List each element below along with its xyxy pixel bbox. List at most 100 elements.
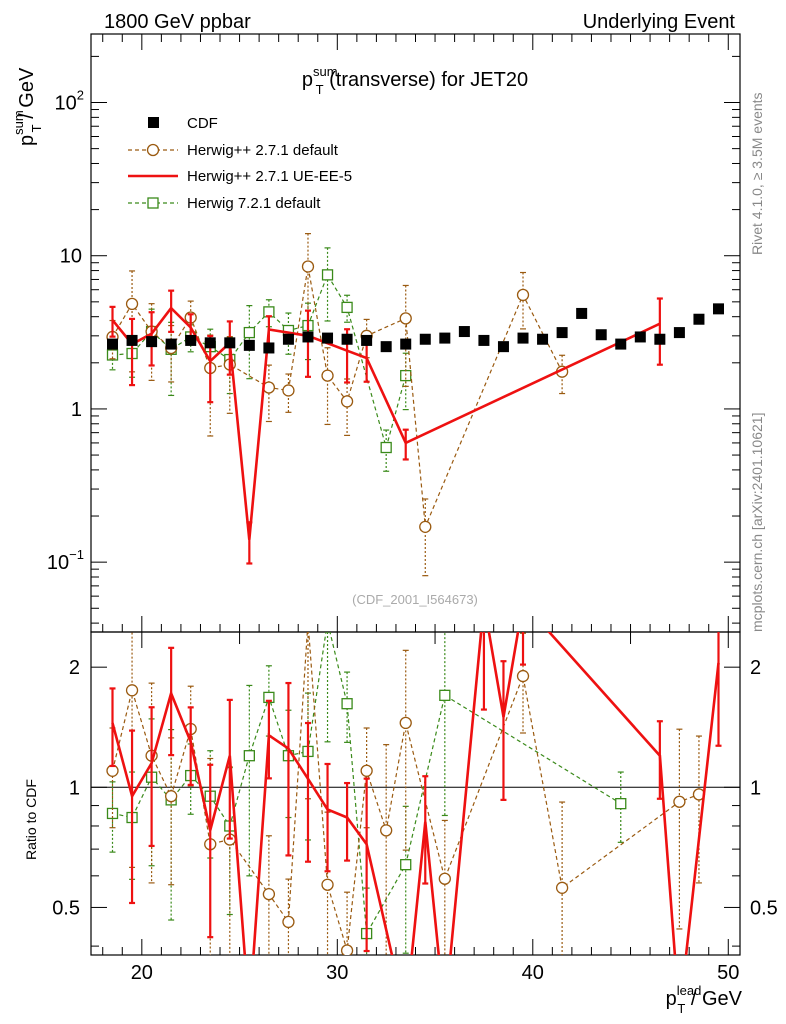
main-series-clip [106, 233, 724, 577]
h271-main-point [516, 288, 530, 302]
cdf-main-point [185, 334, 197, 346]
h271-ratio-point [555, 881, 569, 894]
cdf-main-point [263, 342, 275, 354]
cdf-main-point [126, 334, 138, 346]
cdf-main-point [146, 336, 158, 348]
x-tick-label: 40 [522, 962, 544, 984]
h271-ratio-point [321, 878, 334, 891]
main-ylabel: psum T / GeV [11, 67, 44, 146]
x-tick-label: 20 [131, 962, 153, 984]
cdf-main-point [380, 341, 392, 353]
main-y-axis: 10−1 1 10 102 [47, 55, 740, 624]
ratio-y-tick-label: 0.5 [52, 897, 80, 919]
legend-h721-marker [147, 197, 159, 209]
cdf-main-point [302, 331, 314, 343]
cdf-main-point [165, 338, 177, 350]
ratio-y-tick-label-right: 2 [750, 657, 761, 679]
x-tick-label: 50 [717, 962, 739, 984]
h721-main-point [321, 269, 334, 281]
h271-ratio-point [516, 669, 530, 683]
h721-ratio-point [341, 698, 353, 710]
h721-main-point [380, 441, 392, 454]
h271-main-point [282, 384, 295, 397]
h271-ratio-point [399, 716, 412, 730]
h271-ratio-point [673, 795, 686, 808]
h271-ratio-point [340, 944, 354, 955]
ratio-series-clip [106, 616, 722, 955]
cdf-main-point [478, 334, 490, 346]
legend-cdf-marker [148, 117, 159, 128]
legend: CDF Herwig++ 2.7.1 default Herwig++ 2.7.… [128, 115, 352, 212]
h271-ratio-point [302, 616, 313, 627]
ratio-y-axis: 0.5 0.5 1 1 2 2 [52, 657, 778, 947]
main-y-tick-label: 1 [71, 399, 82, 421]
h271-main-point [340, 395, 354, 408]
h271-main-point [301, 260, 315, 273]
h271-main-line [111, 266, 563, 528]
h721-ratio-point [439, 689, 451, 701]
h271-main-point [125, 297, 139, 311]
h271-ratio-point [125, 684, 139, 697]
legend-h271-marker [146, 143, 160, 157]
ratio-y-tick-label-right: 1 [750, 777, 761, 799]
x-tick-label: 30 [326, 962, 348, 984]
main-series-layer [106, 233, 724, 577]
cdf-main-point [654, 333, 666, 345]
cdf-main-point [439, 332, 451, 344]
ratio-series-layer [106, 616, 722, 955]
ratio-ylabel: Ratio to CDF [23, 779, 39, 860]
h271-main-point [419, 520, 432, 533]
ratio-y-tick-label: 1 [69, 777, 80, 799]
cdf-main-point [107, 338, 119, 350]
cdf-main-point [693, 313, 705, 325]
legend-label-cdf: CDF [187, 115, 218, 132]
rivet-version-text: Rivet 4.1.0, ≥ 3.5M events [749, 92, 765, 255]
h721-ratio-point [323, 617, 333, 627]
header-left: 1800 GeV ppbar [104, 11, 251, 33]
cdf-main-point [282, 333, 294, 345]
cdf-main-point [497, 341, 509, 353]
cdf-main-point [361, 334, 373, 346]
legend-label-h721: Herwig 7.2.1 default [187, 195, 321, 212]
chart-title: psum T (transverse) for JET20 [302, 64, 528, 97]
h271-main-point [321, 369, 334, 382]
xlabel: plead T / GeV [666, 983, 743, 1016]
main-y-tick-label: 10 [60, 246, 82, 268]
cdf-main-point [419, 333, 431, 345]
h721-ratio-point [615, 797, 627, 810]
cdf-main-point [458, 326, 470, 338]
h721-main-point [341, 301, 353, 314]
analysis-watermark: (CDF_2001_I564673) [352, 592, 478, 607]
legend-label-h271ue: Herwig++ 2.7.1 UE-EE-5 [187, 168, 352, 185]
h721-ratio-point [243, 750, 255, 762]
main-y-tick-label: 102 [55, 88, 84, 115]
cdf-main-point [204, 337, 216, 349]
cdf-main-point [556, 327, 568, 339]
cdf-main-point [322, 332, 334, 344]
h271-ratio-point [262, 887, 276, 901]
h271-ratio-point [164, 790, 178, 803]
cdf-main-point [615, 338, 627, 350]
cdf-main-point [712, 303, 724, 315]
cdf-main-point [576, 307, 588, 319]
legend-label-h271: Herwig++ 2.7.1 default [187, 142, 339, 159]
cdf-main-point [243, 339, 255, 351]
h271-main-point [399, 312, 412, 325]
h271ue-main-line [111, 306, 661, 540]
h271-ratio-point [360, 764, 373, 777]
h721-ratio-point [400, 859, 412, 871]
ratio-y-tick-label-right: 0.5 [750, 897, 778, 919]
cdf-main-point [537, 333, 549, 345]
x-axis: 20 30 40 50 [102, 34, 739, 984]
ratio-y-tick-label: 2 [69, 657, 80, 679]
cdf-main-point [517, 332, 529, 344]
header-right: Underlying Event [583, 11, 736, 33]
main-y-tick-label: 10−1 [47, 547, 84, 574]
cdf-main-point [400, 338, 412, 350]
h271-ratio-point [380, 824, 393, 837]
cdf-main-point [634, 331, 646, 343]
mcplots-credit-text: mcplots.cern.ch [arXiv:2401.10621] [749, 413, 765, 632]
cdf-main-point [595, 329, 607, 341]
h721-main-point [243, 326, 255, 339]
